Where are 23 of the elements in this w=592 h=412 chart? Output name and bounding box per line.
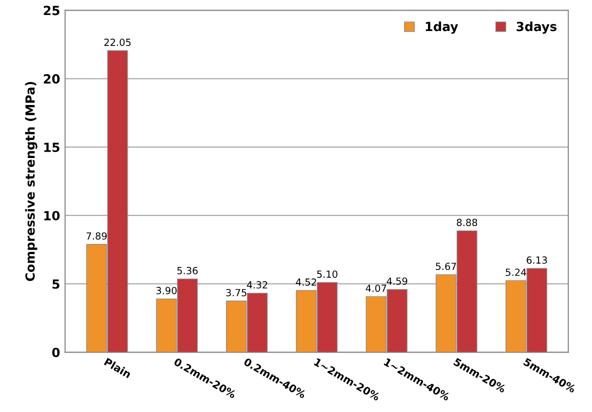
data-label: 5.10 [317,270,338,278]
data-label: 5.36 [177,266,198,274]
data-label: 4.07 [366,284,386,292]
data-label: 6.13 [526,256,547,264]
y-axis-title: Compressive strength (MPa) [25,82,38,282]
y-tick-label: 20 [44,74,60,84]
data-label: 4.32 [246,281,268,289]
data-label: 3.75 [226,288,246,296]
legend-label: 3days [516,22,556,34]
data-label: 5.67 [436,262,456,270]
legend-label: 1day [426,22,458,34]
y-tick-label: 0 [52,348,60,358]
data-label: 7.89 [86,232,107,240]
data-label: 5.24 [506,268,526,276]
data-label: 22.05 [104,38,131,46]
data-label: 8.88 [456,218,478,226]
y-tick-label: 10 [44,210,60,220]
y-tick-label: 5 [52,280,60,289]
y-tick-label: 25 [44,6,60,16]
data-label: 4.59 [386,277,408,285]
data-label: 4.52 [296,278,316,286]
y-tick-label: 15 [44,142,60,152]
data-label: 3.90 [156,286,177,294]
